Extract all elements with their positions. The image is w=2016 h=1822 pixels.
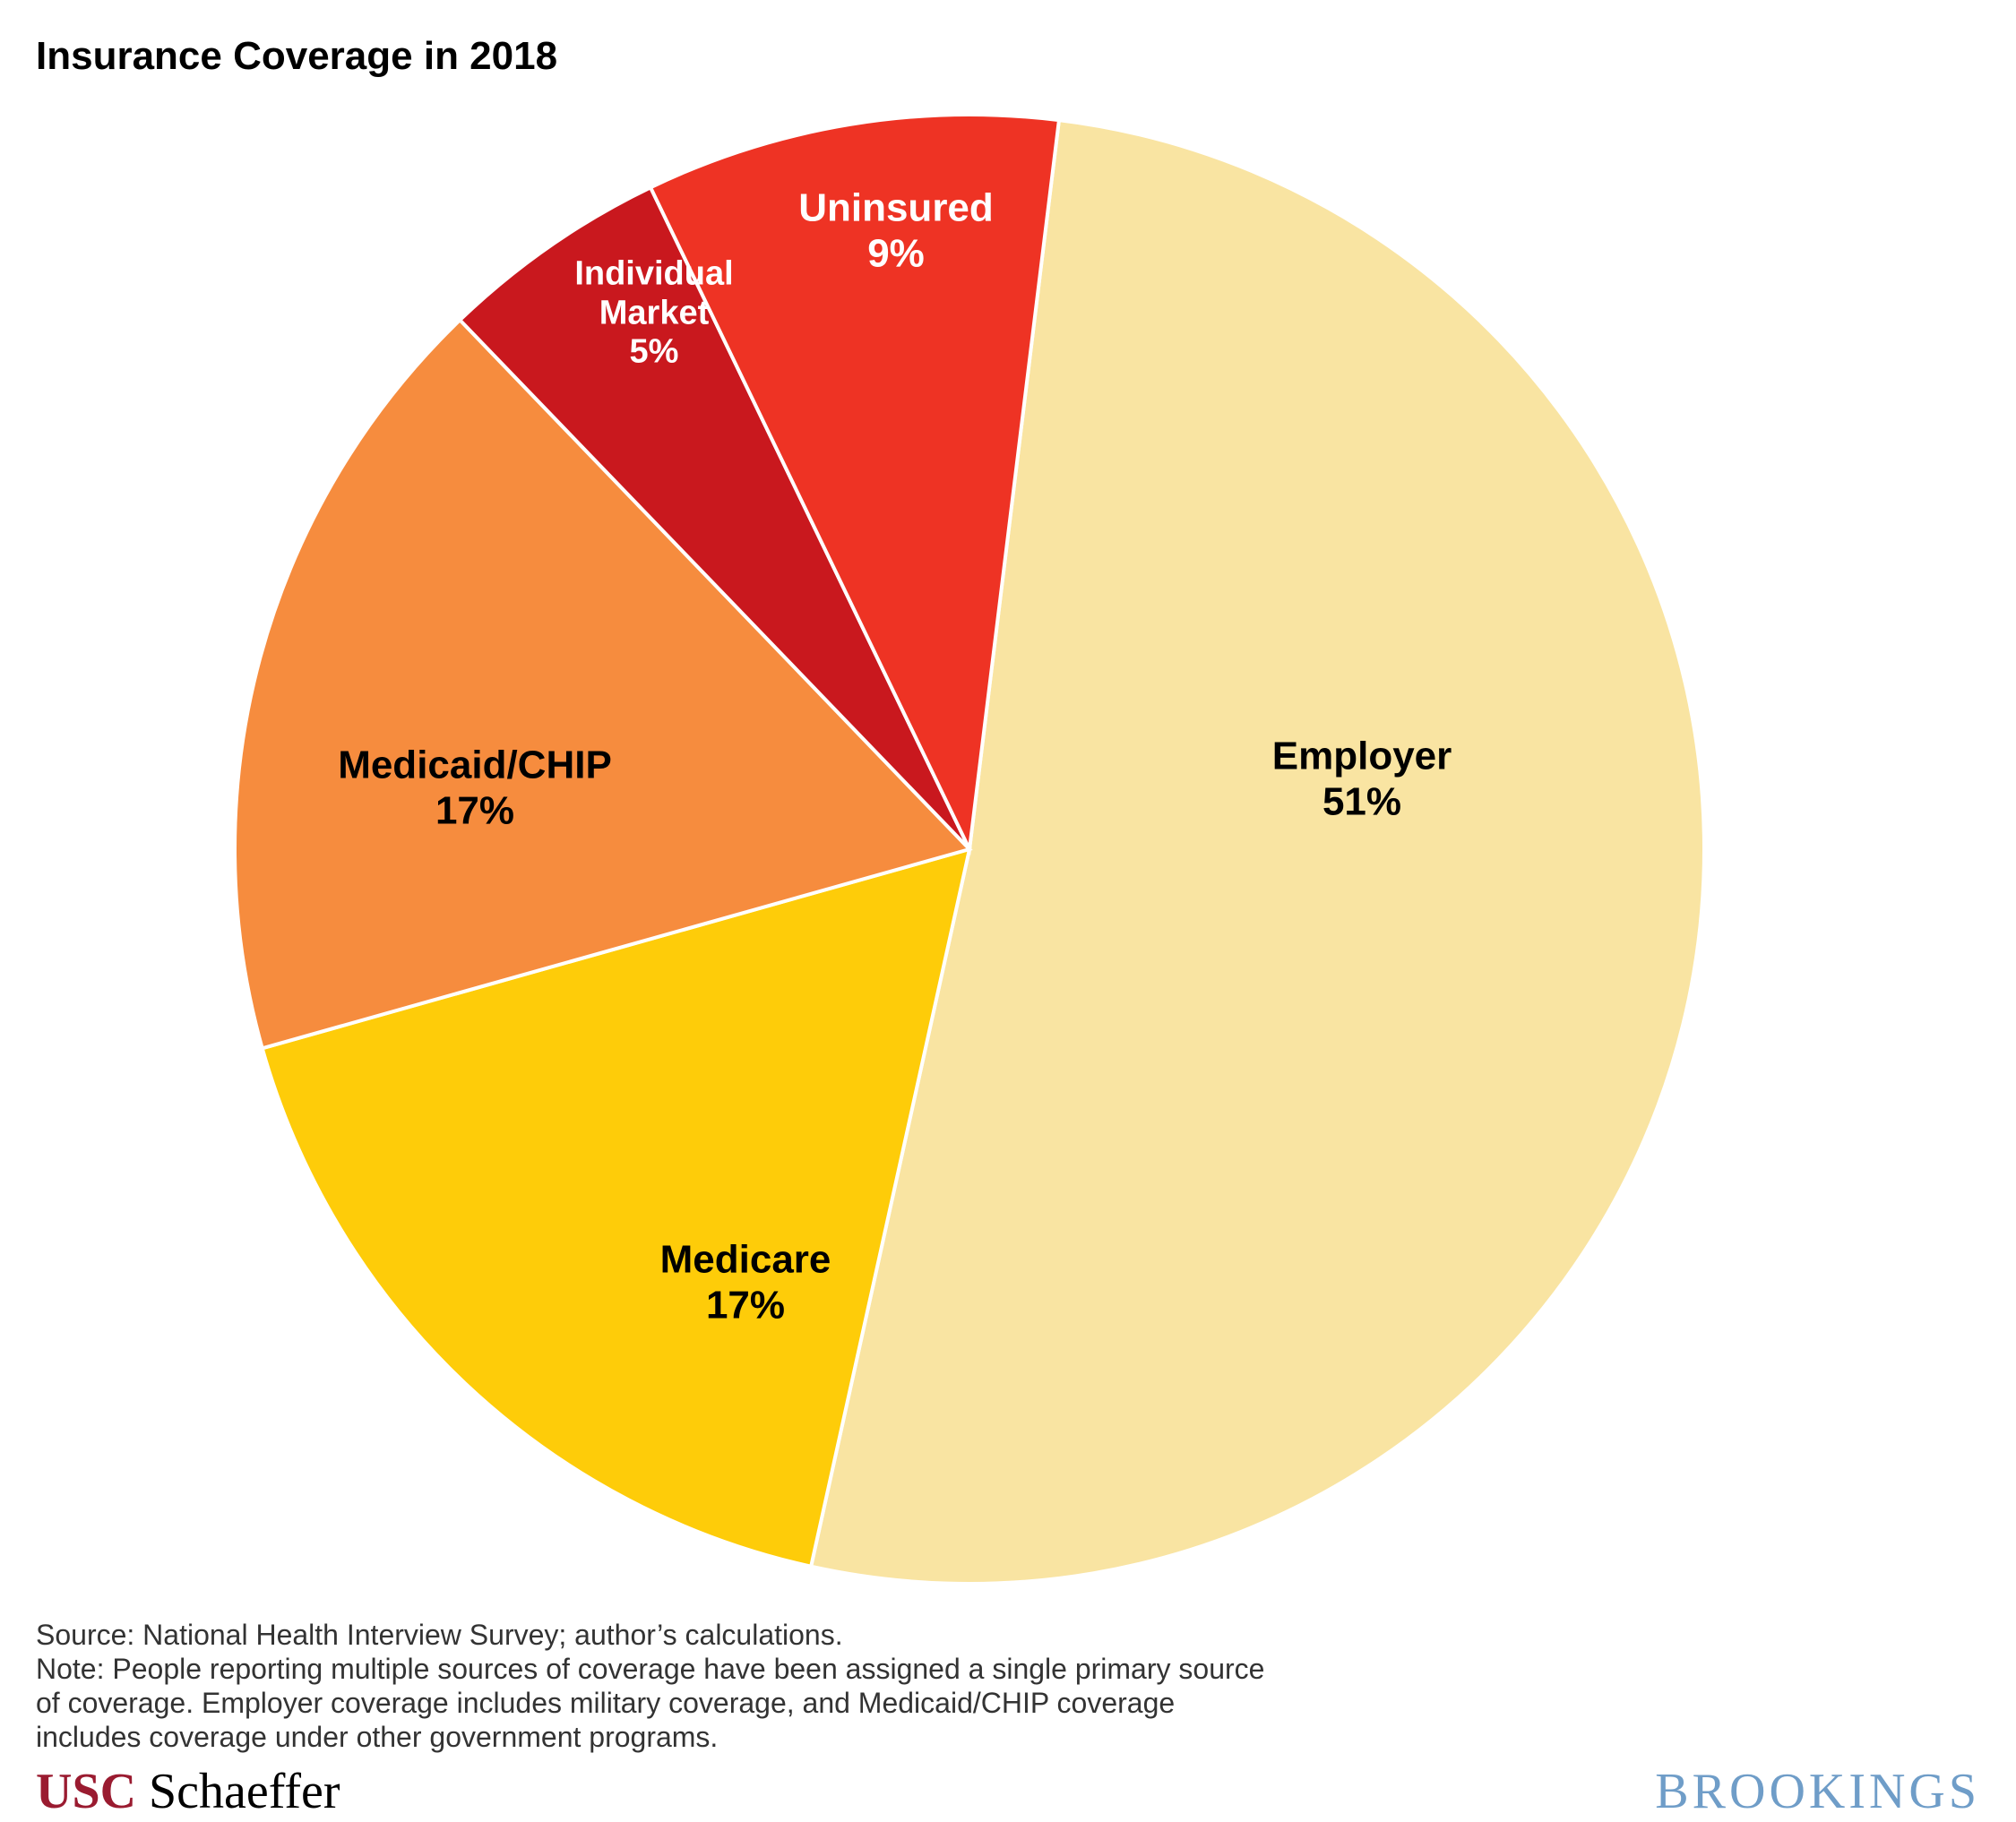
logo-part: Schaeffer [136, 1764, 340, 1819]
logo-part: BROOKINGS [1655, 1764, 1980, 1819]
slice-label: Medicare17% [660, 1237, 831, 1328]
footer-line: includes coverage under other government… [36, 1720, 1264, 1754]
brookings-logo: BROOKINGS [1655, 1763, 1980, 1820]
slice-label: Individual Market5% [574, 254, 733, 372]
slice-label-name: Employer [1272, 734, 1452, 779]
chart-title: Insurance Coverage in 2018 [36, 34, 557, 79]
slice-label-value: 17% [660, 1283, 831, 1328]
pie-svg [235, 115, 1704, 1584]
slice-label-value: 51% [1272, 779, 1452, 825]
footer-notes: Source: National Health Interview Survey… [36, 1618, 1264, 1754]
slice-label-name: Uninsured [798, 185, 994, 231]
pie-chart [235, 115, 1704, 1584]
slice-label-name: Individual Market [574, 254, 733, 332]
slice-label: Medicaid/CHIP17% [338, 743, 612, 833]
slice-label-value: 17% [338, 788, 612, 834]
footer-line: Source: National Health Interview Survey… [36, 1618, 1264, 1652]
slice-label-value: 5% [574, 333, 733, 373]
slice-label-name: Medicaid/CHIP [338, 743, 612, 788]
slice-label: Employer51% [1272, 734, 1452, 824]
logo-part: USC [36, 1764, 136, 1819]
page-root: Insurance Coverage in 2018 Employer51% Me… [0, 0, 2016, 1822]
slice-label-name: Medicare [660, 1237, 831, 1283]
slice-label: Uninsured9% [798, 185, 994, 276]
footer-line: of coverage. Employer coverage includes … [36, 1686, 1264, 1720]
usc-schaeffer-logo: USC Schaeffer [36, 1763, 340, 1820]
footer-line: Note: People reporting multiple sources … [36, 1652, 1264, 1686]
slice-label-value: 9% [798, 231, 994, 277]
